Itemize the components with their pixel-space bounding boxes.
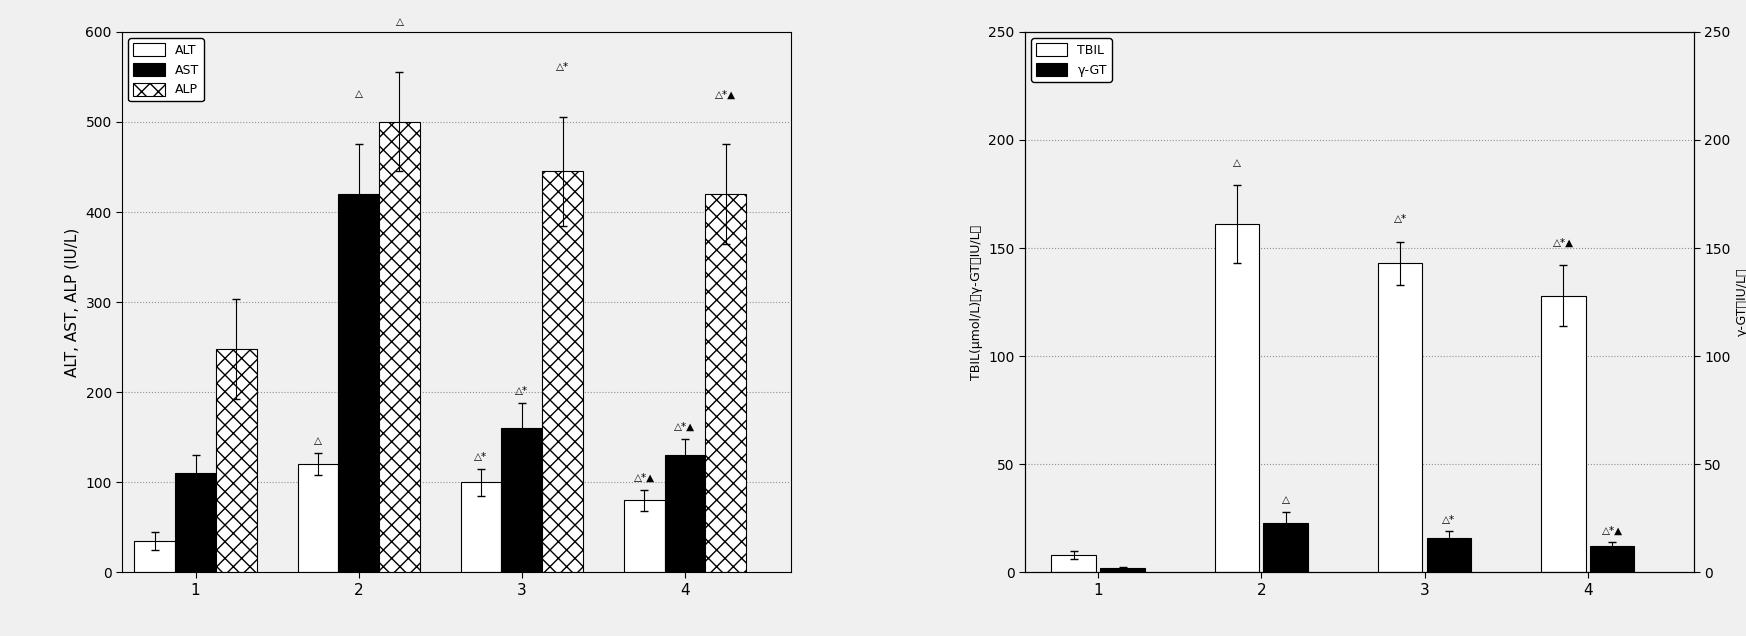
Bar bbox=[665, 455, 705, 572]
Bar bbox=[297, 464, 339, 572]
Bar bbox=[1426, 538, 1472, 572]
Bar bbox=[543, 172, 583, 572]
Text: △*▲: △*▲ bbox=[674, 422, 695, 432]
Bar bbox=[623, 501, 665, 572]
Text: △*▲: △*▲ bbox=[634, 473, 655, 482]
Y-axis label: TBIL(μmol/L)、γ-GT（IU/L）: TBIL(μmol/L)、γ-GT（IU/L） bbox=[969, 225, 983, 380]
Text: △*▲: △*▲ bbox=[1552, 238, 1573, 248]
Bar bbox=[217, 349, 257, 572]
Bar bbox=[379, 122, 419, 572]
Bar bbox=[1100, 568, 1145, 572]
Text: △: △ bbox=[1282, 495, 1290, 506]
Text: △*: △* bbox=[555, 62, 569, 73]
Bar bbox=[339, 194, 379, 572]
Y-axis label: ALT, AST, ALP (IU/L): ALT, AST, ALP (IU/L) bbox=[65, 228, 80, 377]
Bar bbox=[1589, 546, 1634, 572]
Text: △: △ bbox=[354, 90, 363, 99]
Bar bbox=[1264, 523, 1308, 572]
Text: △*▲: △*▲ bbox=[716, 90, 737, 99]
Bar bbox=[501, 428, 543, 572]
Text: △*: △* bbox=[515, 386, 529, 396]
Bar bbox=[1378, 263, 1423, 572]
Bar bbox=[1540, 296, 1585, 572]
Text: △*: △* bbox=[1393, 214, 1407, 225]
Bar bbox=[1051, 555, 1096, 572]
Text: △*: △* bbox=[475, 452, 487, 462]
Bar bbox=[134, 541, 175, 572]
Y-axis label: γ-GT（IU/L）: γ-GT（IU/L） bbox=[1736, 268, 1746, 336]
Bar bbox=[461, 482, 501, 572]
Text: △*: △* bbox=[1442, 515, 1456, 525]
Legend: TBIL, γ-GT: TBIL, γ-GT bbox=[1032, 38, 1112, 81]
Bar bbox=[175, 473, 217, 572]
Text: △: △ bbox=[396, 17, 403, 27]
Bar bbox=[705, 194, 746, 572]
Text: △: △ bbox=[314, 436, 321, 446]
Legend: ALT, AST, ALP: ALT, AST, ALP bbox=[129, 38, 204, 101]
Bar bbox=[1215, 225, 1259, 572]
Text: △: △ bbox=[1233, 158, 1241, 168]
Text: △*▲: △*▲ bbox=[1601, 525, 1622, 536]
